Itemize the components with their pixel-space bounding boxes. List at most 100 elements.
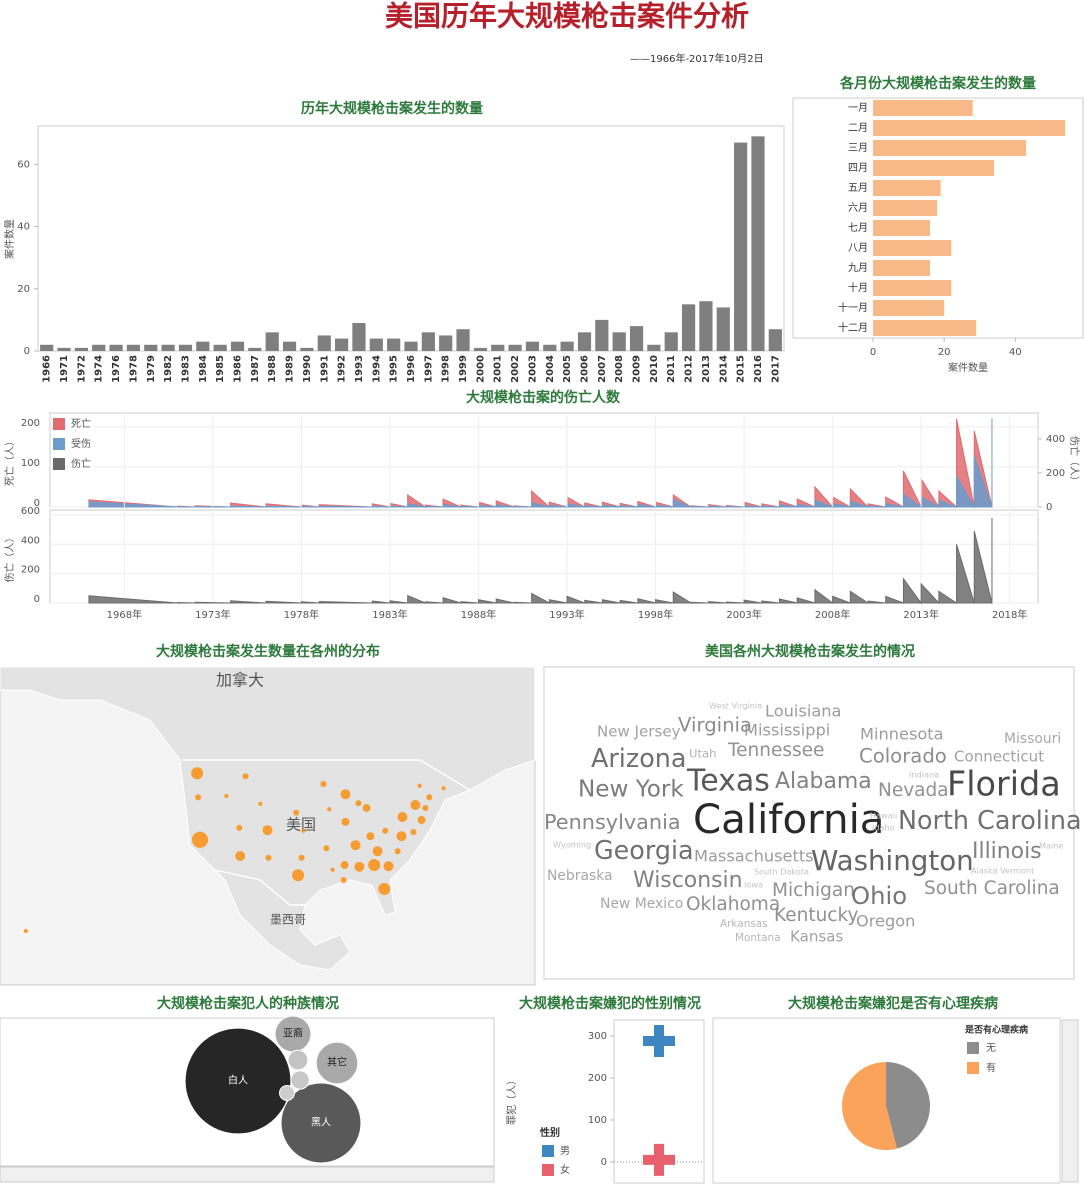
bar — [369, 338, 383, 351]
word: South Dakota — [754, 867, 809, 877]
bar — [751, 136, 765, 351]
bar — [525, 341, 540, 351]
x-tick-label: 40 — [1009, 347, 1022, 358]
word: Vermont — [1000, 866, 1034, 876]
x-tick-label: 1999 — [458, 355, 469, 383]
panel — [613, 1019, 705, 1184]
word: North Carolina — [898, 805, 1082, 835]
x-tick-label: 2001 — [493, 355, 504, 383]
legend-swatch — [542, 1164, 554, 1176]
bubble — [236, 824, 243, 831]
legend-label: 伤亡 — [71, 457, 91, 470]
bubble — [382, 827, 389, 834]
bubble — [293, 809, 300, 816]
chart-title: 历年大规模枪击案发生的数量 — [301, 100, 483, 117]
word: Massachusetts — [694, 847, 814, 866]
bar — [109, 344, 123, 351]
x-tick-label: 1973年 — [195, 608, 230, 621]
bar — [873, 240, 952, 256]
word: Virginia — [678, 714, 752, 737]
word: Florida — [947, 765, 1061, 804]
dashboard-title: 美国历年大规模枪击案件分析 — [385, 0, 749, 33]
word: New Jersey — [597, 723, 681, 741]
bar — [647, 344, 661, 351]
bubble — [341, 817, 350, 826]
bubble — [258, 801, 263, 806]
bar — [248, 347, 262, 351]
legend-swatch — [542, 1145, 554, 1157]
x-tick-label: 2013年 — [903, 608, 938, 621]
x-tick-label: 1988 — [267, 355, 278, 383]
scrollbar[interactable] — [0, 1166, 495, 1183]
word: Montana — [735, 932, 781, 944]
bubble — [366, 832, 375, 841]
x-tick-label: 2009 — [632, 355, 643, 383]
y2-tick-label: 200 — [1046, 468, 1065, 479]
word: Washington — [811, 844, 974, 877]
y-tick-label: 十一月 — [838, 301, 868, 314]
x-tick-label: 1972 — [76, 355, 87, 383]
y2-tick-label: 0 — [1046, 502, 1052, 513]
bar — [699, 301, 713, 351]
x-tick-label: 2014 — [718, 355, 729, 383]
word: Wyoming — [553, 840, 591, 850]
axis-title: 死亡（人） — [3, 436, 16, 486]
bar — [681, 304, 696, 351]
y-tick-label: 100 — [588, 1115, 607, 1126]
bubble — [383, 861, 394, 872]
y-tick-label: 0 — [601, 1157, 607, 1168]
word: Minnesota — [860, 725, 944, 744]
bubble — [397, 812, 408, 822]
word: Iowa — [744, 880, 763, 890]
scrollbar[interactable] — [1061, 1019, 1079, 1183]
x-tick-label: 1993年 — [549, 608, 584, 621]
border — [214, 869, 305, 906]
word: Wisconsin — [633, 868, 743, 893]
legend-swatch — [53, 458, 65, 470]
bar — [873, 160, 995, 176]
bar — [92, 344, 106, 351]
word: California — [693, 796, 885, 843]
word: Kansas — [790, 928, 843, 946]
y-tick-label: 十二月 — [838, 321, 868, 334]
bar — [873, 180, 941, 196]
word: Illinois — [972, 839, 1042, 864]
word: Mississippi — [744, 721, 830, 740]
x-tick-label: 1997 — [423, 355, 434, 383]
word: Michigan — [772, 880, 855, 901]
bar — [335, 338, 349, 351]
x-tick-label: 1985 — [215, 355, 226, 383]
bar — [716, 307, 730, 351]
x-tick-label: 2005 — [562, 355, 573, 383]
bar — [873, 140, 1027, 156]
bar — [873, 220, 930, 236]
word: Alaska — [971, 866, 998, 876]
x-tick-label: 1979 — [146, 355, 157, 383]
word: Oregon — [856, 912, 915, 931]
bubble — [262, 825, 273, 836]
y-tick-label: 0 — [34, 498, 40, 509]
y-tick-label: 八月 — [848, 242, 868, 254]
bubble — [290, 1070, 310, 1090]
bar — [873, 100, 973, 116]
y-tick-label: 四月 — [848, 162, 868, 174]
bubble — [340, 861, 349, 869]
x-tick-label: 2008 — [614, 355, 625, 383]
x-tick-label: 1990 — [302, 355, 313, 383]
x-tick-label: 1984 — [198, 355, 209, 383]
bubble — [23, 928, 28, 934]
panel — [792, 97, 1084, 339]
bubble — [279, 1085, 295, 1101]
bubble — [340, 789, 351, 800]
panel — [49, 509, 1039, 604]
y-tick-label: 100 — [21, 458, 40, 469]
bar — [317, 335, 331, 351]
bar — [213, 344, 227, 351]
y-tick-label: 一月 — [848, 102, 868, 114]
word: Arizona — [591, 743, 686, 773]
word: Idaho — [872, 823, 895, 833]
bubble — [350, 840, 361, 851]
x-tick-label: 1983年 — [372, 608, 407, 621]
bar — [144, 344, 158, 351]
bubble — [287, 1049, 309, 1071]
